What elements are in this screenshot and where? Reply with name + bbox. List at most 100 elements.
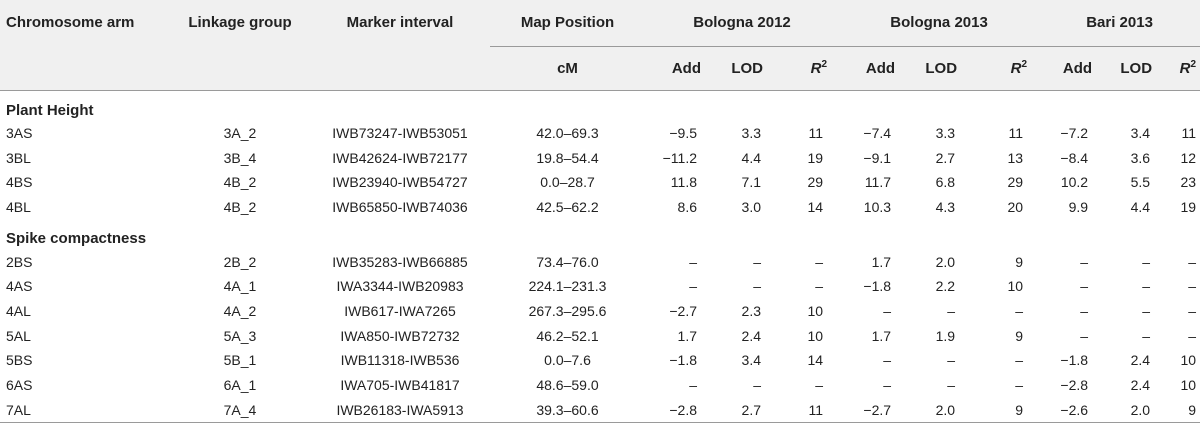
cell-bologna-2013-lod: 3.3	[935, 124, 956, 141]
cell-bologna-2012-r2: 19	[807, 149, 824, 166]
cell-linkage-group: 4B_2	[223, 174, 257, 191]
cell-linkage-group: 5A_3	[223, 327, 257, 344]
header-add: Add	[645, 46, 713, 91]
cell-chromosome-arm: 3BL	[6, 149, 31, 166]
cell-map-position: 48.6–59.0	[536, 377, 599, 394]
cell-bologna-2013-add: –	[883, 352, 892, 369]
cell-chromosome-arm: 4BL	[6, 198, 31, 215]
header-r2: R2	[1170, 46, 1200, 91]
cell-bari-2013-r2: –	[1188, 327, 1197, 344]
header-r2: R2	[781, 46, 840, 91]
cell-bari-2013-add: 10.2	[1060, 174, 1089, 191]
cell-bologna-2013-r2: –	[1015, 302, 1024, 319]
cell-map-position: 73.4–76.0	[536, 253, 599, 270]
cell-linkage-group: 4B_2	[223, 198, 257, 215]
cell-bari-2013-r2: 12	[1180, 149, 1197, 166]
cell-marker-interval: IWB11318-IWB536	[340, 352, 460, 369]
cell-bari-2013-r2: 23	[1180, 174, 1197, 191]
cell-bologna-2013-lod: 1.9	[935, 327, 956, 344]
cell-bari-2013-r2: 9	[1170, 397, 1200, 424]
cell-bologna-2012-r2: 29	[807, 174, 824, 191]
header-add: Add	[1039, 46, 1105, 91]
cell-bologna-2013-r2: 11	[1008, 124, 1024, 141]
cell-chromosome-arm: 7AL	[0, 397, 170, 424]
section-title: Spike compactness	[6, 230, 147, 248]
cell-chromosome-arm: 4AL	[6, 302, 31, 319]
cell-marker-interval: IWB617-IWA7265	[344, 302, 456, 319]
cell-bologna-2012-r2: 14	[807, 198, 824, 215]
cell-map-position: 39.3–60.6	[490, 397, 645, 424]
header-lod: LOD	[713, 46, 781, 91]
cell-linkage-group: 3B_4	[223, 149, 257, 166]
section-title: Plant Height	[6, 101, 94, 119]
cell-bari-2013-add: –	[1080, 302, 1089, 319]
cell-bologna-2013-lod: 2.2	[935, 278, 956, 295]
cell-bari-2013-r2: 11	[1181, 124, 1197, 141]
cell-linkage-group: 6A_1	[223, 377, 257, 394]
cell-linkage-group: 3A_2	[223, 124, 257, 141]
header-blank	[310, 46, 490, 91]
cell-chromosome-arm: 5AL	[6, 327, 31, 344]
cell-bologna-2012-add: –	[689, 377, 697, 394]
cell-marker-interval: IWA850-IWB72732	[340, 327, 460, 344]
cell-bologna-2012-lod: 3.3	[741, 124, 761, 141]
cell-bologna-2012-lod: 3.0	[741, 198, 761, 215]
cell-bologna-2013-r2: –	[1015, 377, 1024, 394]
header-env-bologna-2013: Bologna 2013	[839, 0, 1040, 47]
header-blank	[170, 46, 310, 91]
cell-bologna-2012-add: −2.8	[645, 397, 713, 424]
cell-chromosome-arm: 4AS	[6, 278, 33, 295]
cell-marker-interval: IWB35283-IWB66885	[332, 253, 468, 270]
cell-bologna-2013-lod: 6.8	[935, 174, 956, 191]
cell-bologna-2013-lod: 2.0	[935, 253, 956, 270]
cell-bari-2013-add: 9.9	[1068, 198, 1089, 215]
cell-bologna-2012-r2: 10	[807, 302, 824, 319]
cell-bologna-2012-add: 8.6	[677, 198, 697, 215]
cell-map-position: 46.2–52.1	[536, 327, 599, 344]
cell-bologna-2013-add: −9.1	[863, 149, 892, 166]
cell-bari-2013-lod: 2.0	[1104, 397, 1171, 424]
table-row: 4AL 4A_2 IWB617-IWA7265 267.3–295.6 −2.7 2.3 1…	[0, 299, 1200, 324]
cell-bari-2013-lod: –	[1142, 278, 1151, 295]
cell-bologna-2013-r2: 10	[1007, 278, 1024, 295]
cell-bologna-2012-lod: 7.1	[741, 174, 761, 191]
cell-chromosome-arm: 3AS	[6, 124, 33, 141]
header-marker-interval: Marker interval	[310, 0, 490, 46]
header-add: Add	[839, 46, 908, 91]
qtl-table: Chromosome arm Linkage group Marker inte…	[0, 0, 1200, 424]
cell-linkage-group: 4A_1	[223, 278, 257, 295]
cell-bari-2013-r2: 10	[1180, 352, 1197, 369]
cell-bari-2013-add: –	[1080, 327, 1089, 344]
cell-bari-2013-lod: 3.4	[1130, 124, 1151, 141]
cell-bologna-2012-lod: 2.4	[741, 327, 761, 344]
cell-bologna-2013-r2: 29	[1007, 174, 1024, 191]
section-row: Spike compactness	[0, 219, 1200, 249]
cell-chromosome-arm: 4BS	[6, 174, 33, 191]
table-row: 7AL 7A_4 IWB26183-IWA5913 39.3–60.6 −2.8 2.7 1…	[0, 397, 1200, 424]
cell-bologna-2013-lod: 2.7	[935, 149, 956, 166]
cell-map-position: 0.0–28.7	[540, 174, 595, 191]
header-cm: cM	[490, 46, 645, 91]
cell-linkage-group: 7A_4	[170, 397, 310, 424]
cell-bologna-2013-r2: 9	[975, 397, 1040, 424]
header-linkage-group: Linkage group	[170, 0, 310, 46]
cell-bologna-2013-add: 1.7	[871, 327, 892, 344]
table-row: 2BS 2B_2 IWB35283-IWB66885 73.4–76.0 – – – 1.7 2…	[0, 249, 1200, 274]
cell-bologna-2013-r2: –	[1015, 352, 1024, 369]
cell-bologna-2013-r2: 9	[1015, 253, 1024, 270]
header-env-bologna-2012: Bologna 2012	[645, 0, 840, 47]
cell-bologna-2012-add: –	[689, 253, 697, 270]
cell-bologna-2012-r2: 14	[807, 352, 824, 369]
cell-bari-2013-add: −7.2	[1060, 124, 1089, 141]
cell-map-position: 42.5–62.2	[536, 198, 599, 215]
cell-bologna-2013-add: −7.4	[863, 124, 892, 141]
cell-bologna-2012-r2: 11	[808, 124, 824, 141]
header-lod: LOD	[907, 46, 976, 91]
cell-bari-2013-r2: 10	[1180, 377, 1197, 394]
header-lod: LOD	[1104, 46, 1171, 91]
cell-bologna-2012-lod: –	[753, 278, 761, 295]
cell-bologna-2013-lod: –	[947, 377, 956, 394]
cell-linkage-group: 5B_1	[223, 352, 257, 369]
header-blank	[0, 46, 170, 91]
cell-map-position: 42.0–69.3	[536, 124, 599, 141]
